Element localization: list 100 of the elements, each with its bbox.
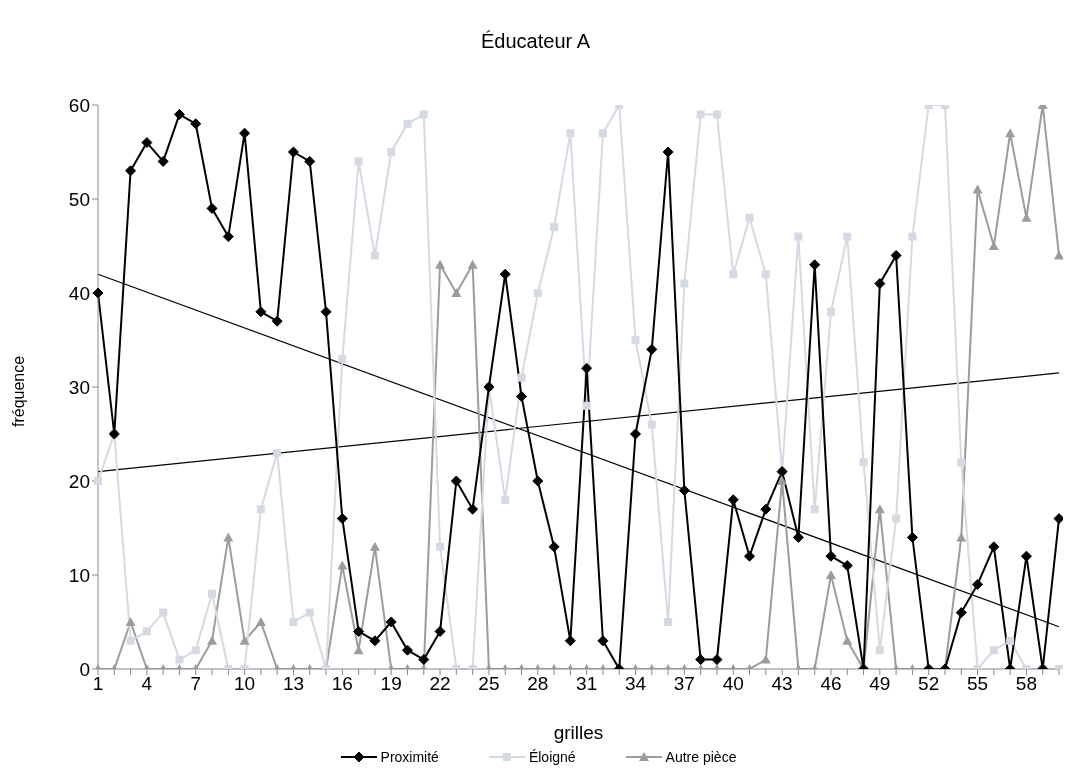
point (1053, 513, 1063, 525)
point (517, 373, 526, 382)
point (206, 202, 218, 214)
point (451, 288, 462, 297)
y-tick-label: 60 (68, 94, 90, 116)
point (273, 448, 282, 457)
point (387, 148, 396, 156)
point (222, 231, 234, 243)
point (581, 362, 593, 374)
y-tick-label: 50 (68, 188, 90, 210)
point (825, 570, 836, 579)
point (173, 108, 185, 120)
point (825, 550, 837, 562)
point (956, 532, 967, 542)
point (875, 646, 884, 655)
x-tick-label: 13 (282, 673, 305, 695)
point (841, 560, 853, 572)
point (859, 458, 868, 467)
point (207, 635, 218, 645)
x-tick-label: 55 (966, 673, 989, 695)
point (501, 495, 510, 504)
point (337, 560, 348, 570)
point (631, 336, 640, 344)
chart-title: Éducateur A (480, 29, 591, 54)
x-tick-label: 16 (331, 673, 353, 695)
point (582, 401, 591, 410)
x-tick-label: 28 (527, 673, 549, 695)
point (874, 504, 885, 514)
point (696, 110, 705, 119)
point (1054, 250, 1063, 260)
point (809, 259, 821, 271)
point (729, 270, 738, 279)
point (678, 484, 690, 496)
point (744, 550, 756, 562)
point (760, 503, 772, 515)
point (239, 635, 250, 645)
x-tick-label: 4 (141, 673, 153, 695)
point (125, 165, 137, 177)
point (126, 636, 135, 645)
legend-label: Autre pièce (665, 749, 737, 765)
point (467, 259, 478, 269)
x-tick-label: 58 (1015, 673, 1037, 695)
point (989, 646, 998, 655)
point (157, 155, 169, 167)
y-tick-label: 20 (68, 470, 90, 492)
x-tick-label: 25 (478, 673, 500, 695)
point (305, 608, 314, 617)
point (255, 617, 266, 626)
point (175, 655, 184, 664)
point (159, 608, 168, 617)
point (630, 428, 642, 440)
point (598, 129, 607, 138)
point (908, 232, 917, 241)
x-tick-label: 40 (722, 673, 744, 695)
point (874, 278, 886, 290)
point (142, 627, 151, 636)
point (777, 476, 788, 485)
point (646, 343, 658, 355)
point (499, 268, 511, 280)
point (338, 354, 347, 363)
x-tick-label: 7 (190, 673, 202, 695)
point (289, 618, 298, 626)
point (826, 307, 835, 316)
x-tick-label: 10 (234, 673, 256, 695)
point (955, 607, 967, 619)
point (1005, 128, 1016, 138)
point (957, 458, 966, 467)
point (988, 541, 1000, 553)
point (419, 110, 428, 119)
point (125, 617, 136, 626)
point (662, 146, 674, 158)
point (190, 118, 202, 130)
point (842, 635, 853, 645)
point (1006, 636, 1015, 645)
point (191, 646, 200, 655)
x-tick-label: 37 (673, 673, 695, 695)
point (890, 249, 902, 261)
point (436, 542, 445, 551)
point (434, 625, 446, 637)
point (401, 644, 413, 656)
point (597, 635, 609, 647)
x-tick-label: 34 (624, 673, 647, 695)
y-axis-title: fréquence (9, 355, 27, 427)
point (255, 306, 267, 318)
point (385, 616, 397, 628)
point (435, 259, 446, 269)
point (353, 625, 365, 637)
point (304, 155, 316, 167)
point (403, 119, 412, 128)
point (647, 420, 656, 429)
point (760, 654, 771, 664)
point (533, 289, 542, 297)
y-tick-label: 40 (68, 282, 90, 304)
y-tick-label: 10 (68, 564, 90, 586)
point (745, 213, 754, 222)
point (223, 532, 234, 542)
point (336, 513, 348, 525)
point (794, 232, 803, 241)
point (320, 306, 332, 318)
point (208, 589, 217, 598)
